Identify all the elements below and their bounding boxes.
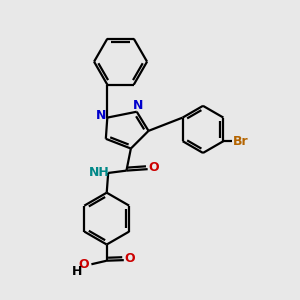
Text: O: O <box>124 252 135 265</box>
Text: H: H <box>72 265 83 278</box>
Text: N: N <box>133 99 143 112</box>
Text: O: O <box>79 258 89 271</box>
Text: O: O <box>149 161 159 174</box>
Text: Br: Br <box>233 135 248 148</box>
Text: N: N <box>96 109 106 122</box>
Text: NH: NH <box>89 166 110 179</box>
